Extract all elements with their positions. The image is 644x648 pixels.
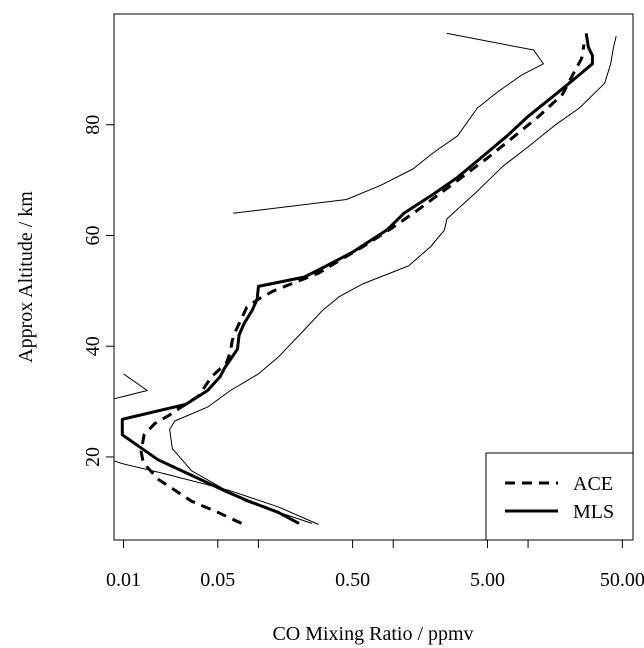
series-line-range-4 bbox=[169, 35, 617, 524]
x-tick-label: 0.50 bbox=[335, 569, 370, 591]
y-tick-label: 80 bbox=[82, 115, 104, 135]
series-line-range-3 bbox=[113, 373, 148, 400]
y-tick-label: 60 bbox=[82, 225, 104, 245]
plot-frame bbox=[113, 13, 634, 541]
x-tick-label: 0.01 bbox=[106, 569, 141, 591]
series-line-range-5 bbox=[233, 32, 544, 214]
series-layer bbox=[113, 32, 617, 525]
x-tick-label: 50.00 bbox=[600, 569, 644, 591]
legend-ace-label: ACE bbox=[573, 473, 613, 495]
y-tick-label: 40 bbox=[82, 336, 104, 356]
x-axis-label: CO Mixing Ratio / ppmv bbox=[272, 623, 473, 645]
x-tick-label: 0.05 bbox=[200, 569, 235, 591]
y-axis-label: Approx Altitude / km bbox=[15, 191, 37, 363]
legend-box bbox=[485, 452, 634, 541]
series-line-mls bbox=[120, 33, 594, 525]
legend: ACE MLS bbox=[485, 452, 634, 541]
y-axis: 20 40 60 80 bbox=[82, 115, 114, 467]
legend-mls-label: MLS bbox=[573, 501, 614, 523]
x-axis: 0.01 0.05 0.50 5.00 50.00 bbox=[106, 540, 644, 591]
series-line-range-2 bbox=[113, 460, 319, 525]
x-tick-label: 5.00 bbox=[470, 569, 505, 591]
y-tick-label: 20 bbox=[82, 447, 104, 467]
